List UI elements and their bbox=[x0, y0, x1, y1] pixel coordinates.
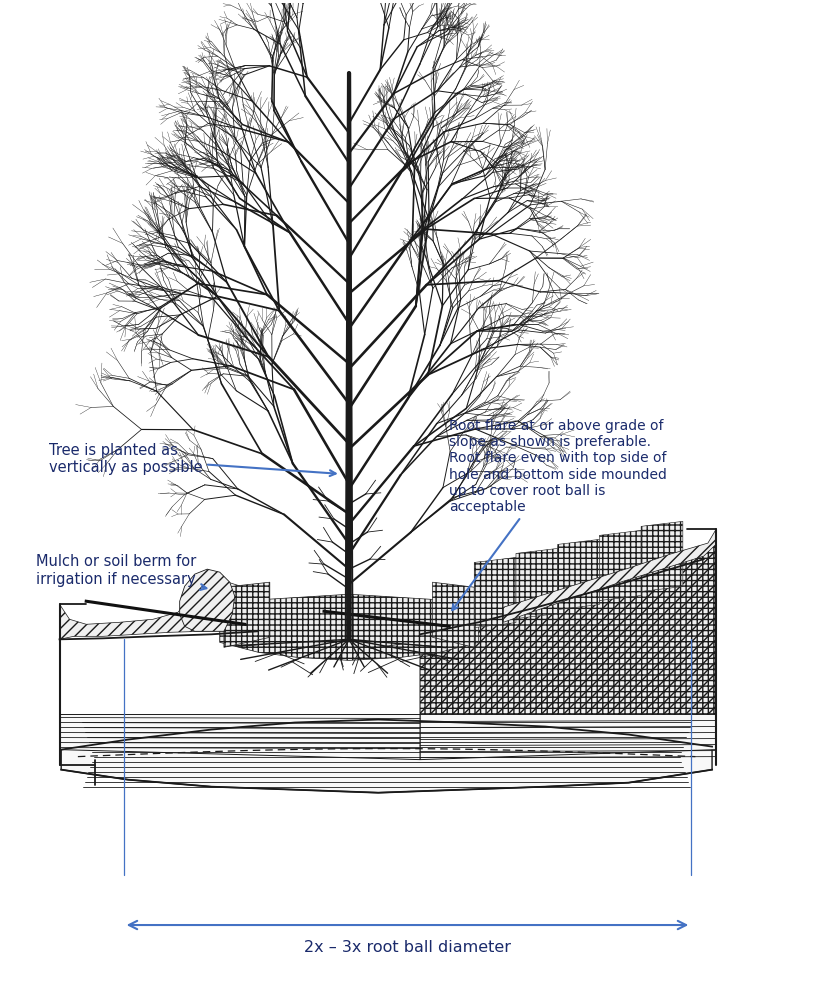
Polygon shape bbox=[433, 583, 475, 647]
Polygon shape bbox=[220, 595, 479, 660]
Text: Tree is planted as
vertically as possible: Tree is planted as vertically as possibl… bbox=[49, 443, 336, 476]
Polygon shape bbox=[420, 715, 717, 760]
Polygon shape bbox=[600, 530, 641, 601]
Polygon shape bbox=[60, 715, 420, 760]
Polygon shape bbox=[61, 720, 712, 792]
Polygon shape bbox=[558, 539, 600, 610]
Text: Root flare at or above grade of
slope as shown is preferable.
Root flare even wi: Root flare at or above grade of slope as… bbox=[449, 419, 667, 610]
Polygon shape bbox=[180, 570, 234, 631]
Polygon shape bbox=[503, 529, 717, 622]
Polygon shape bbox=[60, 583, 261, 715]
Polygon shape bbox=[641, 521, 683, 592]
Polygon shape bbox=[516, 548, 558, 619]
Text: Mulch or soil berm for
irrigation if necessary: Mulch or soil berm for irrigation if nec… bbox=[36, 554, 207, 590]
Polygon shape bbox=[420, 544, 717, 715]
Polygon shape bbox=[475, 557, 516, 628]
Text: 2x – 3x root ball diameter: 2x – 3x root ball diameter bbox=[304, 940, 511, 955]
Polygon shape bbox=[224, 583, 270, 647]
